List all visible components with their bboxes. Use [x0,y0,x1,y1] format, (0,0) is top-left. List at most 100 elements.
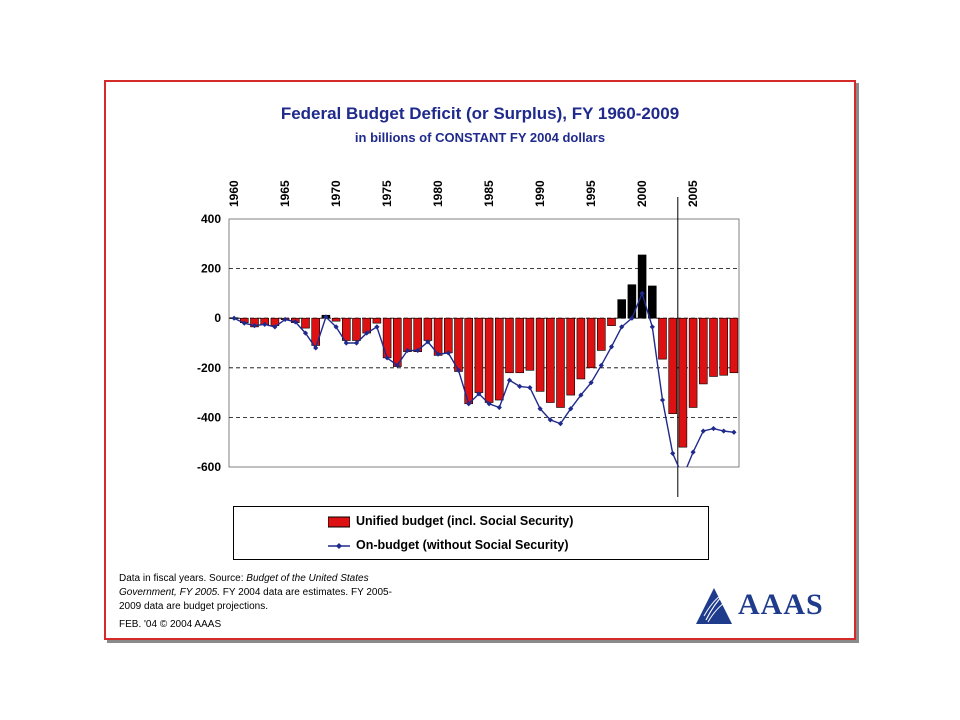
bar [372,317,382,324]
bar [668,317,677,414]
bar [352,317,361,341]
line-point [629,315,635,321]
line-point [353,340,360,346]
bar [566,317,575,396]
bar [648,285,657,319]
y-tick-label: 200 [201,262,221,276]
aaas-logo-icon [696,588,732,624]
line-point [425,339,431,345]
line-point [343,340,349,346]
line-point [455,367,462,373]
bar [525,317,535,371]
legend-label-onbudget: On-budget (without Social Security) [356,538,569,552]
line-point [292,319,298,325]
line-point [710,425,717,432]
line-point [323,314,329,320]
line-point [649,324,655,330]
line-point [394,362,400,368]
line-point [282,316,288,323]
line-point [272,324,278,330]
line-point [404,347,411,354]
bar [688,317,698,408]
x-tick-label: 2005 [686,180,700,207]
bar [495,317,504,401]
line-point [690,449,696,455]
line-point [557,421,564,427]
line-point [527,385,533,391]
bar [617,299,626,319]
bar [342,317,351,341]
line-point [578,392,584,398]
x-tick-label: 1995 [584,180,598,207]
bar [658,317,667,360]
note-line1b: Budget of the United States [246,573,369,584]
bar [393,317,402,367]
line-point [517,383,523,389]
bar [454,317,463,372]
line-point [639,290,645,296]
chart-subtitle: in billions of CONSTANT FY 2004 dollars [354,130,606,145]
bar [678,317,688,448]
bar [413,317,422,352]
line-point [568,406,574,412]
line-point [241,320,247,326]
bar [464,317,473,405]
x-tick-label: 2000 [635,180,649,207]
bar [515,317,524,374]
x-tick-label: 1980 [431,180,445,207]
line-point [547,417,553,423]
line-point [262,321,268,327]
x-tick-label: 1975 [380,180,394,207]
legend-swatch-onbudget [328,542,350,549]
y-tick-label: -400 [197,410,221,424]
line-point [435,351,441,357]
bar [444,317,453,354]
line-point [721,428,727,434]
bar [699,317,708,385]
legend-swatch-unified [328,516,350,528]
line-point [415,347,421,354]
bar [597,317,606,351]
y-tick-label: 0 [214,311,221,325]
line-point [364,330,370,336]
bar [576,317,586,380]
line-point [466,401,472,407]
legend-item-unified: Unified budget (incl. Social Security) [328,514,573,528]
line-point [313,345,319,351]
line-point [251,323,258,329]
line-point [445,350,451,356]
bar [546,317,555,403]
line-point [670,450,676,456]
x-tick-label: 1965 [278,180,292,207]
line-series-onbudget [233,291,734,467]
bar [556,317,565,408]
line-point [476,391,482,397]
note-line2b: FY 2004 data are estimates. FY 2005- [219,587,392,598]
line-point [374,324,380,330]
chart-title: Federal Budget Deficit (or Surplus), FY … [280,104,680,123]
aaas-logo-text: AAAS [738,588,824,621]
line-point [384,355,390,361]
bar [535,317,545,392]
line-point [496,404,502,411]
bar [637,254,647,319]
bar [331,317,341,322]
line-point [588,380,594,386]
line-point [506,377,513,383]
note-line3: 2009 data are budget projections. [119,601,268,612]
bar [301,317,310,329]
x-tick-label: 1990 [533,180,547,207]
bar [403,317,412,352]
y-tick-label: 400 [201,212,221,226]
bar [586,317,596,369]
line-point [659,397,666,403]
note-line4: FEB. '04 © 2004 AAAS [119,619,222,630]
line-point [608,344,615,350]
x-tick-label: 1985 [482,180,496,207]
y-tick-label: -200 [197,361,221,375]
bar [729,317,739,374]
chart-legend: Unified budget (incl. Social Security) O… [233,506,709,560]
line-point [598,362,604,368]
bar [474,317,484,393]
bar [382,317,392,359]
